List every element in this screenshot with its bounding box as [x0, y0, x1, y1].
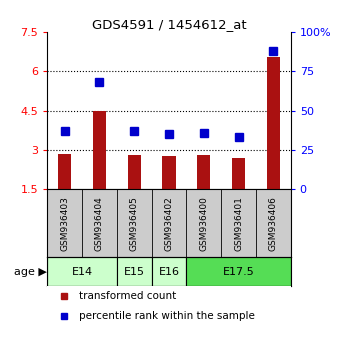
Text: E16: E16 [159, 267, 179, 277]
Bar [162, 156, 176, 189]
Text: GSM936402: GSM936402 [165, 196, 173, 251]
Text: GSM936400: GSM936400 [199, 196, 208, 251]
Text: GSM936405: GSM936405 [130, 196, 139, 251]
Bar [232, 158, 245, 189]
Text: GSM936404: GSM936404 [95, 196, 104, 251]
Bar [128, 155, 141, 189]
Text: age ▶: age ▶ [15, 267, 47, 277]
Bar [117, 257, 152, 286]
Bar [152, 257, 186, 286]
Text: GSM936406: GSM936406 [269, 196, 278, 251]
Bar [197, 155, 210, 189]
Bar [93, 110, 106, 189]
Text: GSM936403: GSM936403 [60, 196, 69, 251]
Title: GDS4591 / 1454612_at: GDS4591 / 1454612_at [92, 18, 246, 31]
Text: E17.5: E17.5 [223, 267, 255, 277]
Text: E15: E15 [124, 267, 145, 277]
Text: percentile rank within the sample: percentile rank within the sample [79, 311, 255, 321]
Text: E14: E14 [72, 267, 93, 277]
Bar [47, 257, 117, 286]
Bar [58, 154, 71, 189]
Text: transformed count: transformed count [79, 291, 176, 301]
Bar [186, 257, 291, 286]
Text: GSM936401: GSM936401 [234, 196, 243, 251]
Bar [267, 57, 280, 189]
